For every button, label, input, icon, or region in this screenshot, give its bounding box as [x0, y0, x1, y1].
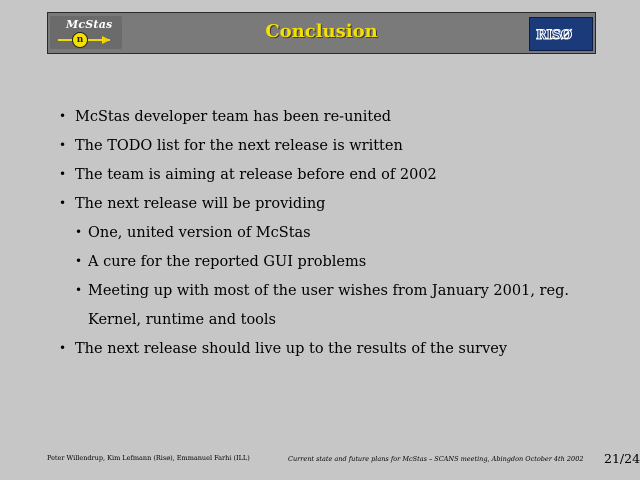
list-item: • The TODO list for the next release is … — [59, 138, 403, 154]
list-item: • The next release should live up to the… — [59, 341, 508, 357]
riso-logo-text: RISØ — [536, 28, 573, 44]
bullet-icon: • — [75, 254, 83, 268]
riso-logo: RISØ — [529, 17, 593, 51]
list-item-text: Meeting up with most of the user wishes … — [88, 283, 569, 299]
list-item-text: The next release should live up to the r… — [75, 341, 508, 357]
sub-list-item: • One, united version of McStas — [75, 225, 311, 241]
page-number: 21/24 — [604, 451, 640, 466]
bullet-icon: • — [59, 167, 67, 181]
footer-subtitle: Current state and future plans for McSta… — [288, 455, 584, 463]
bullet-icon: • — [59, 341, 67, 355]
list-item-text: The next release will be providing — [75, 196, 326, 212]
mcstas-logo-text: McStas — [66, 18, 113, 31]
bullet-icon: • — [75, 283, 83, 297]
sub-list-item: • Meeting up with most of the user wishe… — [75, 283, 569, 299]
header-bar: McStas n Conclusion RISØ — [47, 12, 596, 54]
mcstas-logo: McStas n — [50, 16, 122, 49]
bullet-icon: • — [59, 138, 67, 152]
footer-authors: Peter Willendrup, Kim Lefmann (Risø), Em… — [47, 454, 250, 462]
bullet-icon: • — [59, 109, 67, 123]
bullet-icon: • — [59, 196, 67, 210]
list-item-text: McStas developer team has been re-united — [75, 109, 392, 125]
list-item: • McStas developer team has been re-unit… — [59, 109, 392, 125]
list-item-text: Kernel, runtime and tools — [88, 312, 276, 328]
list-item-text: The team is aiming at release before end… — [75, 167, 437, 183]
list-item-text: One, united version of McStas — [88, 225, 311, 241]
neutron-icon: n — [72, 32, 88, 48]
list-item-text: A cure for the reported GUI problems — [88, 254, 367, 270]
bullet-icon: • — [75, 225, 83, 239]
list-item-text: The TODO list for the next release is wr… — [75, 138, 403, 154]
sub-list-item: • A cure for the reported GUI problems — [75, 254, 367, 270]
arrow-icon — [102, 36, 110, 44]
list-item: • The team is aiming at release before e… — [59, 167, 437, 183]
sub-list-item-continuation: Kernel, runtime and tools — [88, 312, 276, 328]
slide-title: Conclusion — [265, 21, 378, 42]
list-item: • The next release will be providing — [59, 196, 326, 212]
